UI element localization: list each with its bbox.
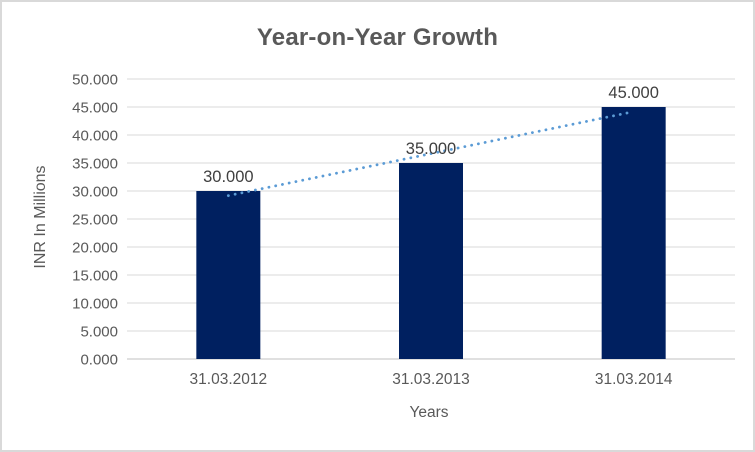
bar (399, 163, 463, 359)
y-tick-label: 0.000 (80, 352, 118, 369)
x-tick-label: 31.03.2013 (392, 371, 470, 388)
y-tick-label: 40.000 (72, 128, 118, 145)
chart-title: Year-on-Year Growth (256, 24, 499, 51)
y-tick-label: 20.000 (72, 240, 118, 257)
bar (601, 107, 666, 359)
y-tick-label: 10.000 (72, 296, 118, 313)
y-tick-label: 50.000 (72, 72, 118, 89)
y-tick-label: 30.000 (72, 184, 118, 201)
y-tick-label: 45.000 (72, 100, 118, 117)
y-tick-label: 15.000 (72, 268, 118, 285)
bar-data-label: 30.000 (203, 168, 253, 186)
x-tick-label: 31.03.2012 (190, 371, 268, 388)
y-tick-label: 25.000 (72, 212, 118, 229)
bar-data-label: 35.000 (406, 140, 456, 158)
y-tick-label: 5.000 (80, 324, 118, 341)
bar (196, 191, 261, 359)
y-axis-title: INR In Millions (32, 165, 49, 269)
bar-data-label: 45.000 (608, 84, 658, 102)
x-axis-title: Years (409, 404, 449, 421)
x-tick-label: 31.03.2014 (595, 371, 673, 388)
y-tick-label: 35.000 (72, 156, 118, 173)
trendline (226, 110, 636, 198)
